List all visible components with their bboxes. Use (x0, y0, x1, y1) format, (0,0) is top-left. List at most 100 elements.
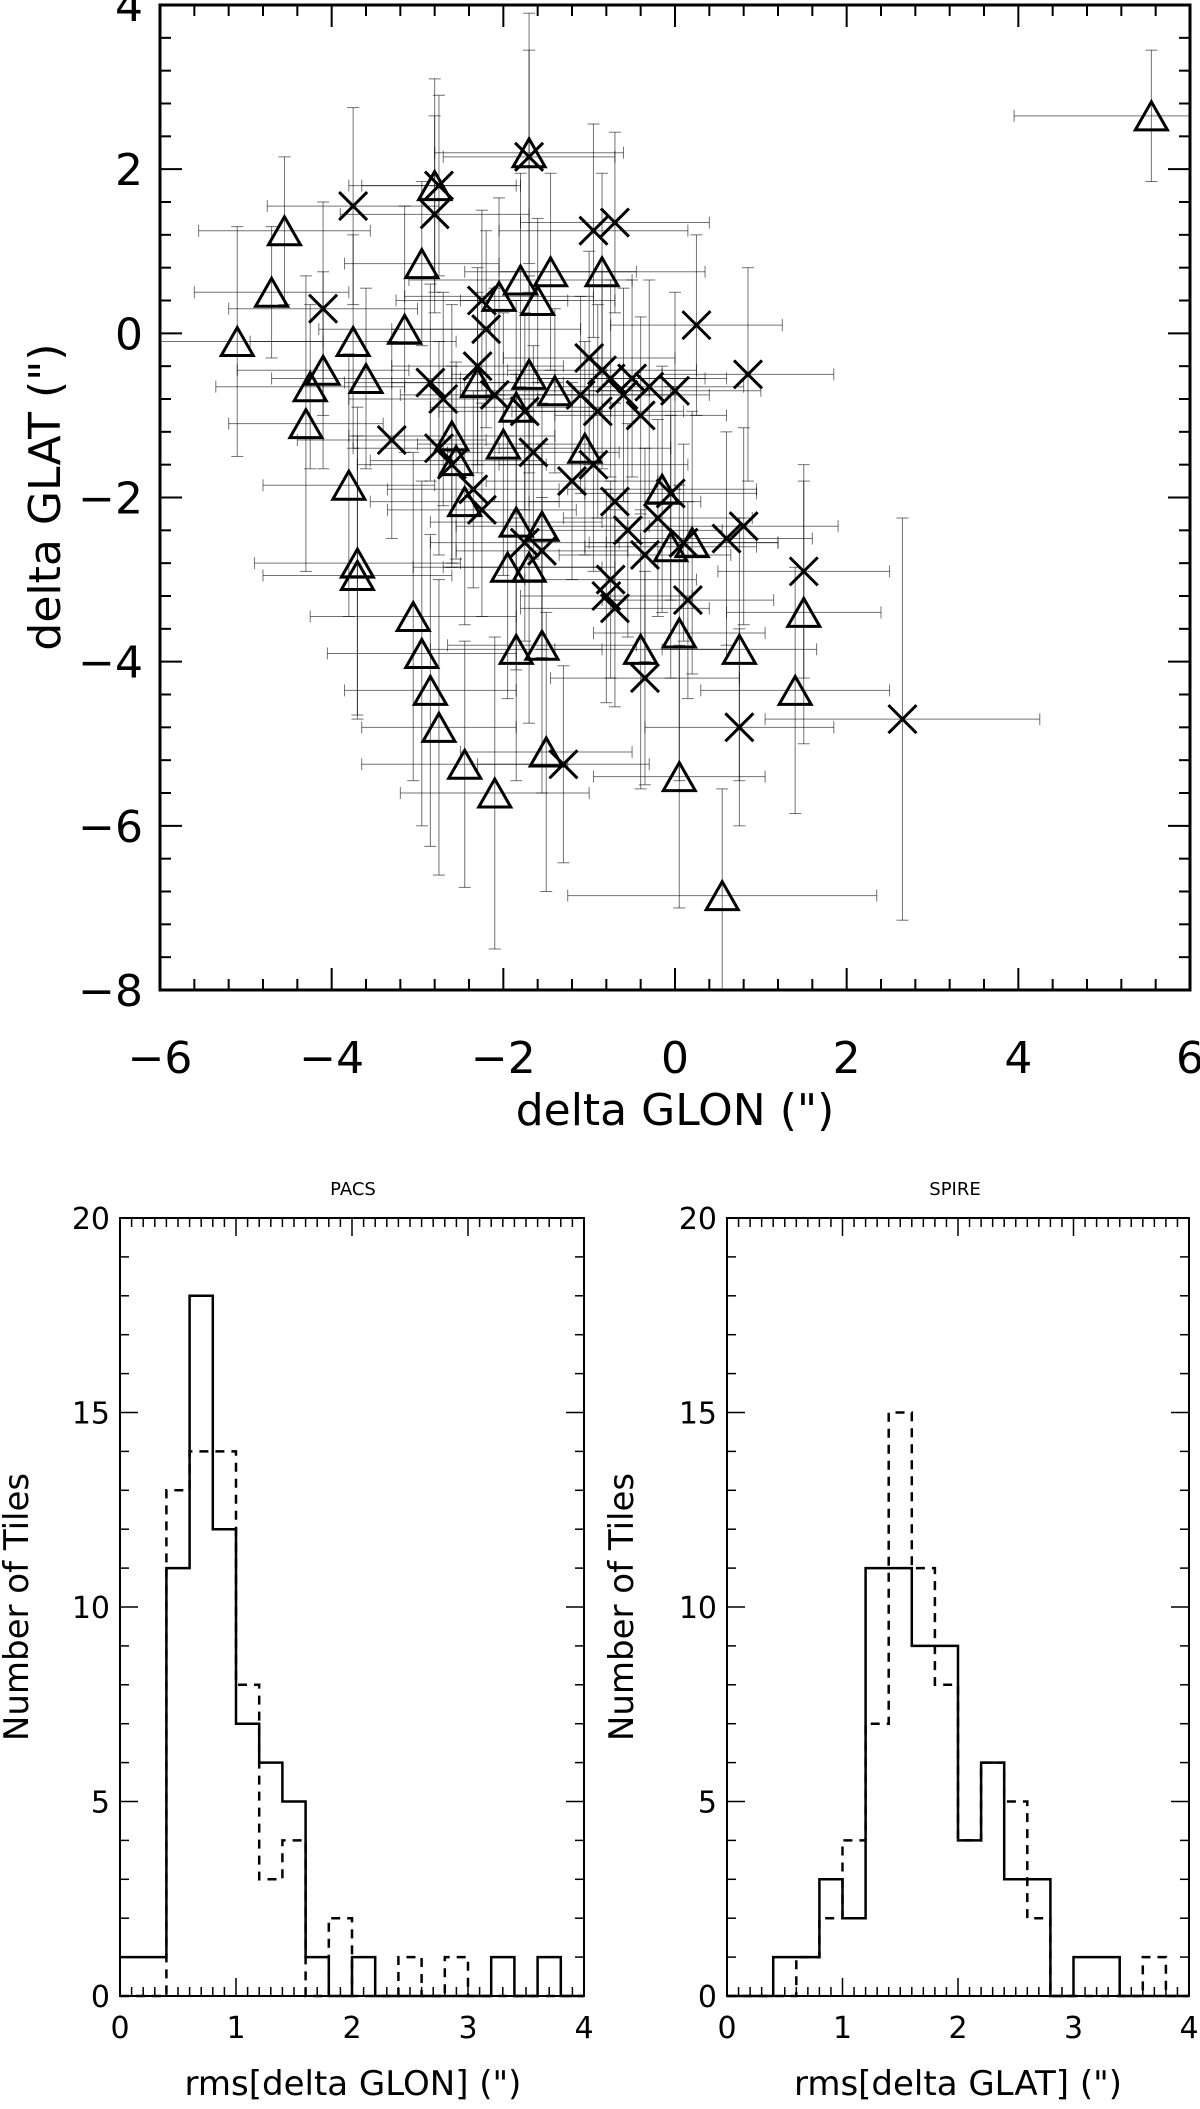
triangle-point (287, 406, 325, 440)
cross-point (659, 375, 691, 406)
y-tick-label: 0 (115, 309, 143, 360)
cross-point (548, 749, 579, 780)
cross-point (788, 556, 819, 587)
cross-point (617, 363, 648, 394)
triangle-point (523, 628, 561, 661)
scatter-frame (158, 3, 1192, 992)
x-tick-label: −2 (471, 1033, 536, 1084)
cross-point (629, 539, 661, 571)
triangle-point (446, 747, 484, 780)
cross-point (629, 663, 661, 694)
cross-point (578, 215, 609, 246)
scatter-panel: −6 −4 −2 0 2 4 6 −8 −6 −4 −2 0 2 4 delta GLON (") del… (20, 0, 1200, 1136)
cross-point (471, 314, 502, 345)
cross-point (625, 400, 656, 431)
x-tick-label: 6 (1176, 1033, 1200, 1084)
triangle-point (291, 369, 329, 403)
triangle-point (476, 775, 514, 809)
cross-point (415, 367, 446, 398)
triangle-point (433, 418, 471, 452)
cross-point (466, 494, 497, 525)
y-tick-label: 10 (679, 1591, 717, 1626)
x-tick-label: −6 (128, 1033, 193, 1084)
y-tick-label: 20 (679, 1202, 717, 1237)
cross-point (458, 474, 489, 505)
triangle-point (510, 135, 548, 169)
triangle-point (252, 275, 291, 308)
cross-point (599, 207, 630, 238)
triangle-point (480, 279, 518, 312)
errorbar-triangle-50 (700, 566, 891, 815)
x-tick-label: 3 (1064, 2011, 1083, 2046)
pacs-x-axis-title: rms[delta GLON] (") (185, 2064, 522, 2104)
cross-point (681, 310, 712, 341)
triangle-point (510, 550, 548, 583)
triangle-point (489, 550, 527, 583)
y-tick-label: 2 (115, 145, 143, 196)
cross-point (578, 449, 609, 480)
triangle-point (403, 636, 441, 669)
cross-point (509, 527, 540, 558)
triangle-point (720, 632, 758, 665)
cross-point (591, 580, 622, 612)
pacs-y-axis-title: Number of Tiles (0, 1473, 37, 1741)
spire-ticklabels: 0 1 2 3 4 0 5 10 15 20 (679, 1202, 1199, 2046)
triangle-point (1132, 98, 1170, 132)
spire-ticks (726, 1217, 1190, 1997)
y-tick-label: −2 (78, 474, 143, 525)
triangle-point (497, 632, 535, 665)
spire-y-axis-title: Number of Tiles (602, 1473, 642, 1741)
triangle-point (484, 427, 522, 460)
x-tick-label: 0 (110, 2011, 129, 2046)
cross-point (526, 535, 558, 566)
pacs-histogram-panel: PACS 0 1 2 3 4 0 5 10 15 20 rms[delta GLON] (") N… (0, 1179, 594, 2104)
y-tick-label: 4 (115, 0, 143, 32)
triangle-point (622, 632, 660, 665)
triangle-point (304, 353, 342, 386)
triangle-point (785, 595, 823, 628)
cross-point (419, 199, 450, 230)
triangle-point (527, 734, 565, 768)
cross-point (518, 437, 549, 468)
x-tick-label: 4 (574, 2011, 593, 2046)
y-tick-label: 15 (72, 1397, 110, 1432)
triangle-point (347, 361, 385, 394)
triangle-point (338, 546, 377, 579)
triangle-point (338, 558, 377, 591)
triangle-point (403, 246, 441, 280)
triangle-point (218, 324, 256, 358)
x-tick-label: 4 (1004, 1033, 1032, 1084)
errorbar-triangle-35 (369, 377, 560, 626)
x-tick-label: −4 (299, 1033, 364, 1084)
triangle-point (531, 254, 570, 288)
cross-point (338, 191, 369, 222)
y-tick-label: −8 (78, 966, 143, 1017)
y-tick-label: 10 (72, 1591, 110, 1626)
y-tick-label: 20 (72, 1202, 110, 1237)
cross-point (582, 396, 613, 427)
x-tick-label: 1 (833, 2011, 852, 2046)
y-tick-label: −4 (78, 638, 143, 689)
scatter-ticklabels: −6 −4 −2 0 2 4 6 −8 −6 −4 −2 0 2 4 (78, 0, 1200, 1084)
y-tick-label: 15 (679, 1397, 717, 1432)
cross-point (642, 502, 673, 534)
pacs-title: PACS (330, 1179, 376, 1200)
x-tick-label: 3 (458, 2011, 477, 2046)
cross-point (479, 379, 510, 410)
errorbar-triangle-11 (262, 435, 453, 716)
cross-point (462, 351, 493, 382)
x-tick-label: 0 (717, 2011, 736, 2046)
triangle-point (660, 615, 698, 649)
errorbar-triangle-8 (271, 287, 461, 470)
y-tick-label: 5 (698, 1786, 717, 1821)
cross-point (509, 396, 540, 427)
cross-point (887, 704, 918, 735)
x-tick-label: 2 (948, 2011, 967, 2046)
spire-x-axis-title: rms[delta GLAT] (") (794, 2064, 1122, 2104)
x-tick-label: 2 (342, 2011, 361, 2046)
triangle-point (420, 710, 458, 743)
triangle-point (510, 357, 548, 390)
triangle-point (523, 509, 561, 542)
errorbar-triangle-51 (592, 644, 766, 909)
spire-frame (726, 1217, 1190, 1997)
